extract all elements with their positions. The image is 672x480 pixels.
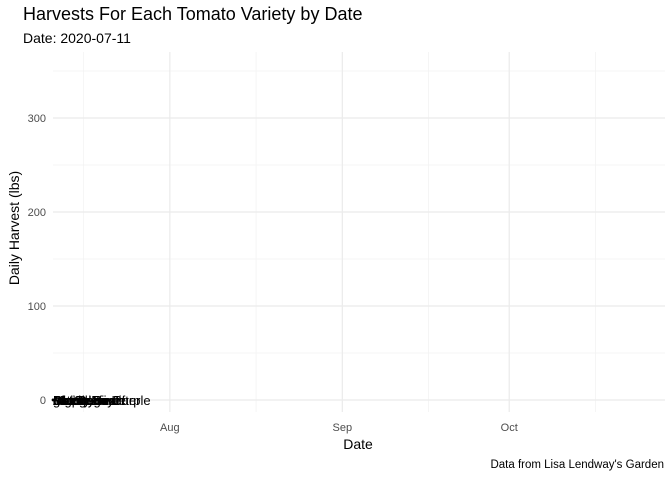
x-axis-ticks: Aug Sep Oct [160, 422, 518, 434]
series-label: Jet Star [53, 393, 98, 408]
x-axis-label: Date [343, 436, 373, 452]
y-axis-label: Daily Harvest (lbs) [6, 170, 22, 286]
chart-title: Harvests For Each Tomato Variety by Date [23, 4, 363, 24]
y-tick-label: 300 [28, 113, 46, 125]
chart-subtitle: Date: 2020-07-11 [23, 30, 131, 46]
x-tick-label: Oct [501, 422, 518, 434]
series-label: Cherokee Purple [53, 393, 151, 408]
major-gridlines [53, 52, 665, 412]
minor-gridlines [53, 52, 665, 412]
series-label: Mortgage Lifter [53, 393, 141, 408]
series-point [51, 398, 55, 402]
series-label: Better Boy [53, 393, 114, 408]
y-tick-label: 200 [28, 207, 46, 219]
series-label: Black Krim [53, 393, 115, 408]
series-label: Old German [53, 393, 124, 408]
y-tick-label: 0 [40, 395, 46, 407]
series-old-german: Old German [51, 393, 124, 408]
chart-caption: Data from Lisa Lendway's Garden [490, 459, 664, 471]
series-label: Amish Paste [53, 393, 126, 408]
series-label: Brandywine [53, 393, 121, 408]
series-label: grape [53, 393, 86, 408]
series-label: Big Beef [53, 393, 103, 408]
series-label: Bonny Best [53, 393, 120, 408]
x-tick-label: Sep [333, 422, 353, 434]
y-axis-ticks: 0 100 200 300 [28, 113, 46, 407]
y-tick-label: 100 [28, 301, 46, 313]
x-tick-label: Aug [160, 422, 180, 434]
